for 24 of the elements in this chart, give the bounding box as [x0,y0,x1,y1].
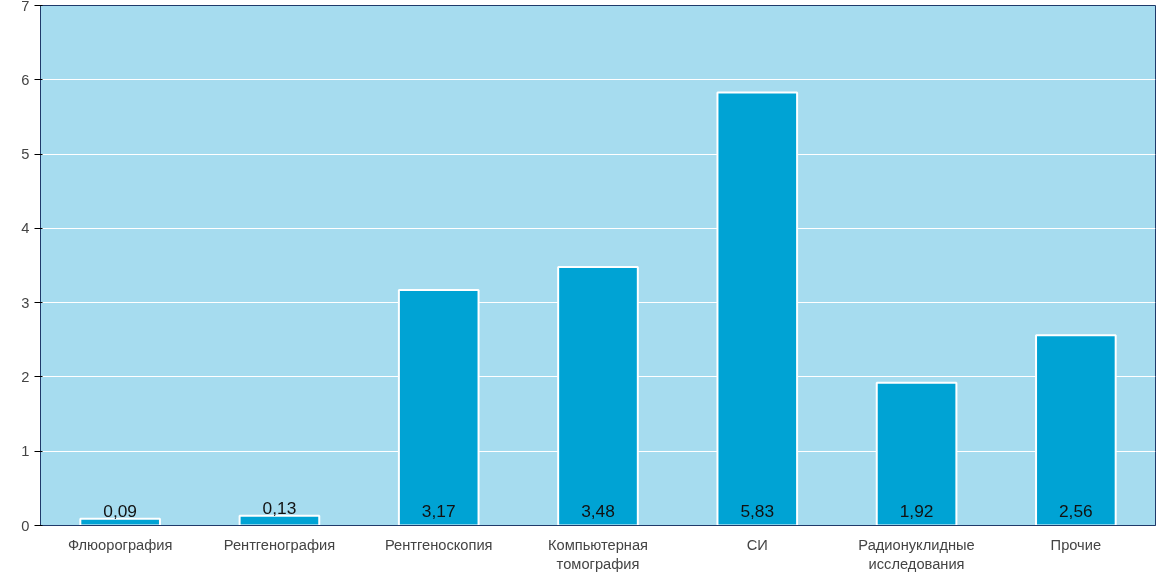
y-tick-label: 5 [21,146,30,163]
x-tick-label: Рентгенография [223,536,336,553]
y-tick-label: 6 [21,71,30,88]
data-label: 0,09 [103,500,138,521]
data-label: 3,17 [421,500,456,521]
x-tick-label: Флюорография [67,536,173,553]
y-tick-label: 1 [21,443,30,460]
x-tick-label: Прочие [1050,536,1102,553]
y-tick-label: 3 [21,294,30,311]
bar [238,514,321,526]
y-tick-label: 7 [21,0,30,14]
data-label: 0,13 [262,497,297,518]
bar [79,517,161,526]
x-tick-label: СИ [746,536,768,553]
data-label: 5,83 [740,500,775,521]
y-tick-label: 2 [21,368,30,385]
y-tick-label: 4 [21,220,30,237]
x-tick-label: Радионуклидные исследования [858,536,975,572]
data-label: 2,56 [1058,500,1093,521]
data-label: 1,92 [899,500,934,521]
data-label: 3,48 [581,500,615,521]
x-tick-label: Рентгеноскопия [384,536,493,553]
x-tick-label: Компьютерная томография [547,536,649,572]
y-tick-label: 0 [21,517,30,534]
